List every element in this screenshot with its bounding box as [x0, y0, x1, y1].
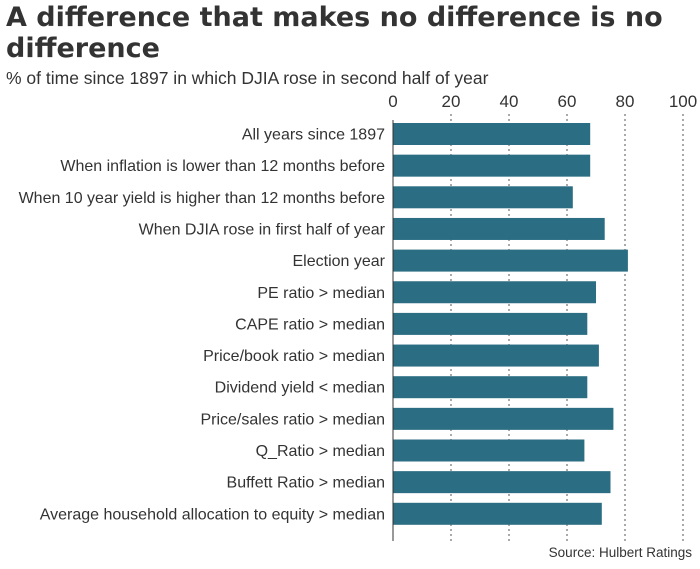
x-tick-label: 40 [500, 92, 519, 111]
category-label: Price/sales ratio > median [200, 411, 385, 428]
category-label: All years since 1897 [242, 127, 385, 144]
bar [393, 281, 596, 304]
bar [393, 249, 628, 272]
x-axis-ticks: 0 20 40 60 80 100 [388, 92, 697, 111]
category-label: Price/book ratio > median [203, 348, 385, 365]
bar [393, 154, 591, 177]
x-tick-label: 60 [558, 92, 577, 111]
bar [393, 439, 585, 462]
bar [393, 217, 605, 240]
source-note: Source: Hulbert Ratings [548, 545, 692, 560]
x-tick-label: 80 [616, 92, 635, 111]
category-label: When inflation is lower than 12 months b… [60, 158, 385, 175]
bar [393, 186, 573, 209]
category-label: Dividend yield < median [215, 380, 385, 397]
category-label: Q_Ratio > median [256, 443, 385, 460]
category-label: When 10 year yield is higher than 12 mon… [19, 190, 386, 207]
bar [393, 344, 599, 367]
x-tick-label: 20 [442, 92, 461, 111]
category-label: Buffett Ratio > median [227, 475, 385, 492]
category-label: When DJIA rose in first half of year [139, 221, 386, 238]
x-tick-label: 0 [388, 92, 397, 111]
bar [393, 407, 614, 430]
bar [393, 376, 588, 399]
category-label: Average household allocation to equity >… [40, 506, 385, 523]
bars [393, 123, 628, 525]
category-label: CAPE ratio > median [235, 316, 385, 333]
bar [393, 471, 611, 494]
category-labels: All years since 1897 When inflation is lo… [19, 127, 386, 524]
bar [393, 123, 591, 145]
chart-subtitle: % of time since 1897 in which DJIA rose … [6, 68, 489, 88]
grid-lines [450, 114, 684, 541]
bar [393, 312, 588, 335]
bar [393, 502, 602, 525]
category-label: PE ratio > median [257, 285, 385, 302]
x-tick-label: 100 [669, 92, 697, 111]
chart-title: A difference that makes no difference is… [6, 2, 663, 64]
category-label: Election year [293, 253, 386, 270]
